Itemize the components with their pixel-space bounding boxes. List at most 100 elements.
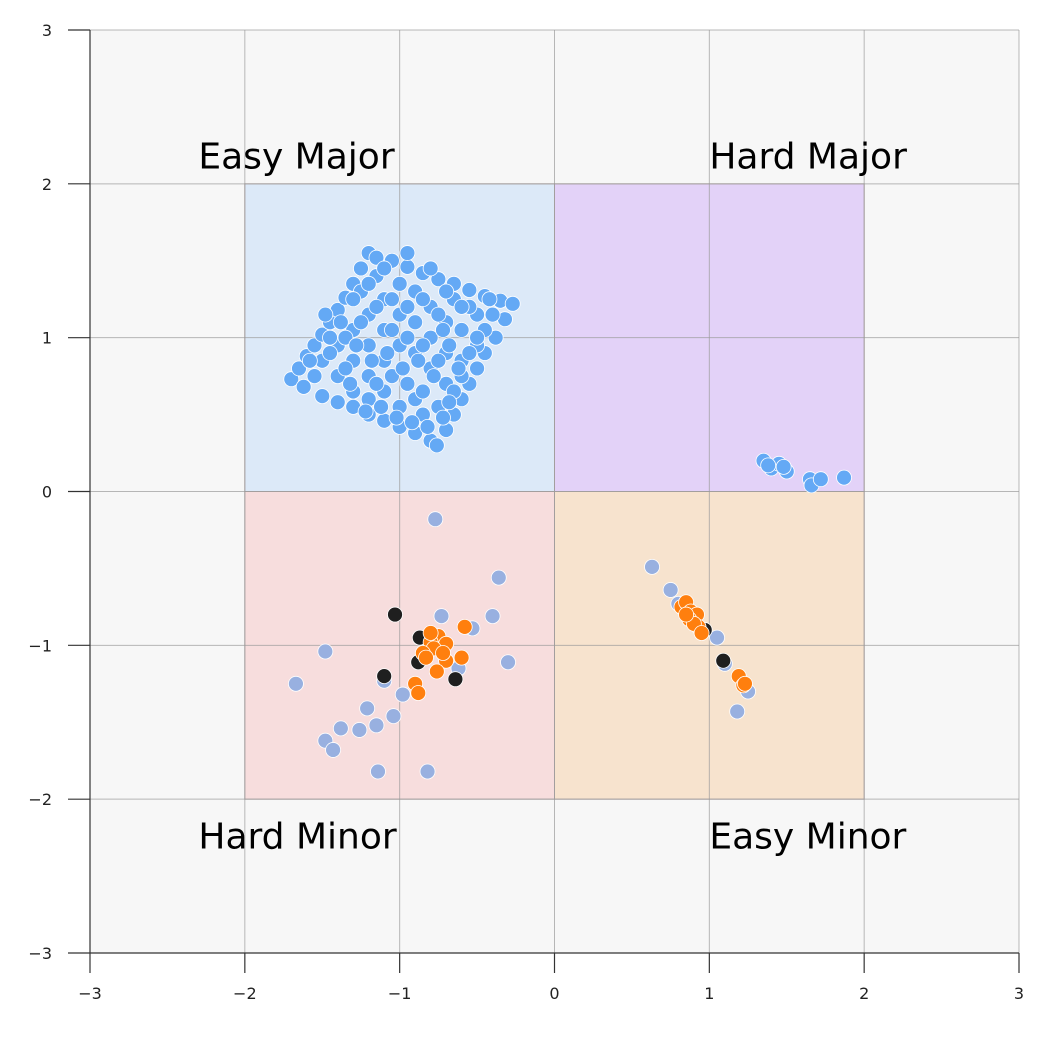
series-0-point <box>399 375 416 392</box>
series-0-point <box>441 394 458 411</box>
series-0-point <box>317 306 334 323</box>
series-0-point <box>438 283 455 300</box>
series-0-point <box>430 352 447 369</box>
series-1-point <box>484 608 501 625</box>
series-1-point <box>325 742 341 758</box>
x-tick-label: −3 <box>78 984 102 1003</box>
series-0-point <box>337 360 354 377</box>
series-3-point <box>456 618 473 635</box>
series-0-point <box>414 383 431 400</box>
series-0-point <box>332 314 349 331</box>
series-0-point <box>345 291 362 308</box>
series-0-point <box>388 409 405 426</box>
series-0-point <box>384 322 400 338</box>
series-0-point <box>414 291 431 308</box>
series-0-point <box>306 337 323 354</box>
y-tick-label: −2 <box>28 790 52 809</box>
series-0-point <box>337 329 354 346</box>
series-0-point <box>428 437 445 454</box>
y-tick-label: 3 <box>42 21 52 40</box>
series-0-point <box>376 260 393 277</box>
series-1-point <box>490 569 507 586</box>
series-0-point <box>760 457 777 474</box>
series-1-point <box>500 654 516 671</box>
series-0-point <box>487 329 504 346</box>
series-3-point <box>422 625 439 641</box>
series-0-point <box>504 295 521 312</box>
series-0-point <box>342 375 359 392</box>
series-0-point <box>430 271 447 288</box>
series-1-point <box>729 703 746 720</box>
series-0-point <box>461 345 478 361</box>
series-3-point <box>453 649 470 666</box>
series-0-point <box>306 368 323 385</box>
series-0-point <box>391 275 408 292</box>
series-0-point <box>410 352 427 369</box>
series-0-point <box>379 345 396 361</box>
series-0-point <box>407 314 424 331</box>
series-0-point <box>348 337 365 354</box>
series-1-point <box>370 763 386 780</box>
series-0-point <box>357 403 374 420</box>
x-tick-label: −1 <box>388 984 412 1003</box>
series-0-point <box>368 249 385 266</box>
series-1-point <box>433 608 450 625</box>
series-0-point <box>450 360 467 377</box>
series-0-point <box>399 259 416 275</box>
series-0-point <box>484 306 501 323</box>
region-label-0: Easy Major <box>198 136 394 177</box>
series-1-point <box>332 720 349 737</box>
series-0-point <box>404 414 420 431</box>
series-3-point <box>410 685 427 701</box>
series-1-point <box>662 582 679 598</box>
series-0-point <box>399 245 416 261</box>
series-1-point <box>644 558 660 575</box>
series-0-point <box>441 337 458 354</box>
series-0-point <box>368 298 385 315</box>
y-tick-label: −3 <box>28 944 52 963</box>
series-0-point <box>399 298 416 315</box>
series-0-point <box>435 322 451 338</box>
series-0-point <box>295 378 312 395</box>
series-0-point <box>422 260 439 277</box>
series-0-point <box>368 375 385 392</box>
series-0-point <box>322 329 338 346</box>
series-2-point <box>387 606 403 623</box>
series-0-point <box>373 398 389 415</box>
series-0-point <box>425 368 442 385</box>
series-1-point <box>709 629 725 646</box>
series-0-point <box>435 409 451 426</box>
points-layer <box>283 245 852 780</box>
series-0-point <box>322 345 338 361</box>
series-3-point <box>418 649 434 666</box>
series-0-point <box>384 368 400 385</box>
series-0-point <box>469 329 485 346</box>
series-0-point <box>353 260 369 277</box>
series-2-point <box>447 671 464 688</box>
series-0-point <box>363 352 380 369</box>
series-0-point <box>301 352 318 369</box>
series-0-point <box>469 360 485 377</box>
x-tick-label: 0 <box>549 984 559 1003</box>
series-0-point <box>399 329 416 346</box>
series-3-point <box>678 606 695 623</box>
series-2-point <box>715 652 732 669</box>
series-0-point <box>314 388 331 405</box>
region-labels-layer: Easy Major Hard Major Hard Minor Easy Minor <box>198 136 907 857</box>
x-tick-label: −2 <box>233 984 257 1003</box>
x-tick-label: 1 <box>704 984 714 1003</box>
series-0-point <box>353 314 369 331</box>
series-1-point <box>351 722 368 738</box>
region-label-2: Hard Minor <box>198 816 396 857</box>
series-1-point <box>368 717 385 734</box>
series-0-point <box>414 337 431 354</box>
series-0-point <box>291 360 307 377</box>
series-0-point <box>836 469 852 486</box>
y-tick-label: 0 <box>42 483 52 502</box>
series-1-point <box>317 643 334 660</box>
series-1-point <box>419 763 436 780</box>
series-1-point <box>359 700 376 717</box>
series-0-point <box>360 275 377 292</box>
series-3-point <box>435 645 451 661</box>
